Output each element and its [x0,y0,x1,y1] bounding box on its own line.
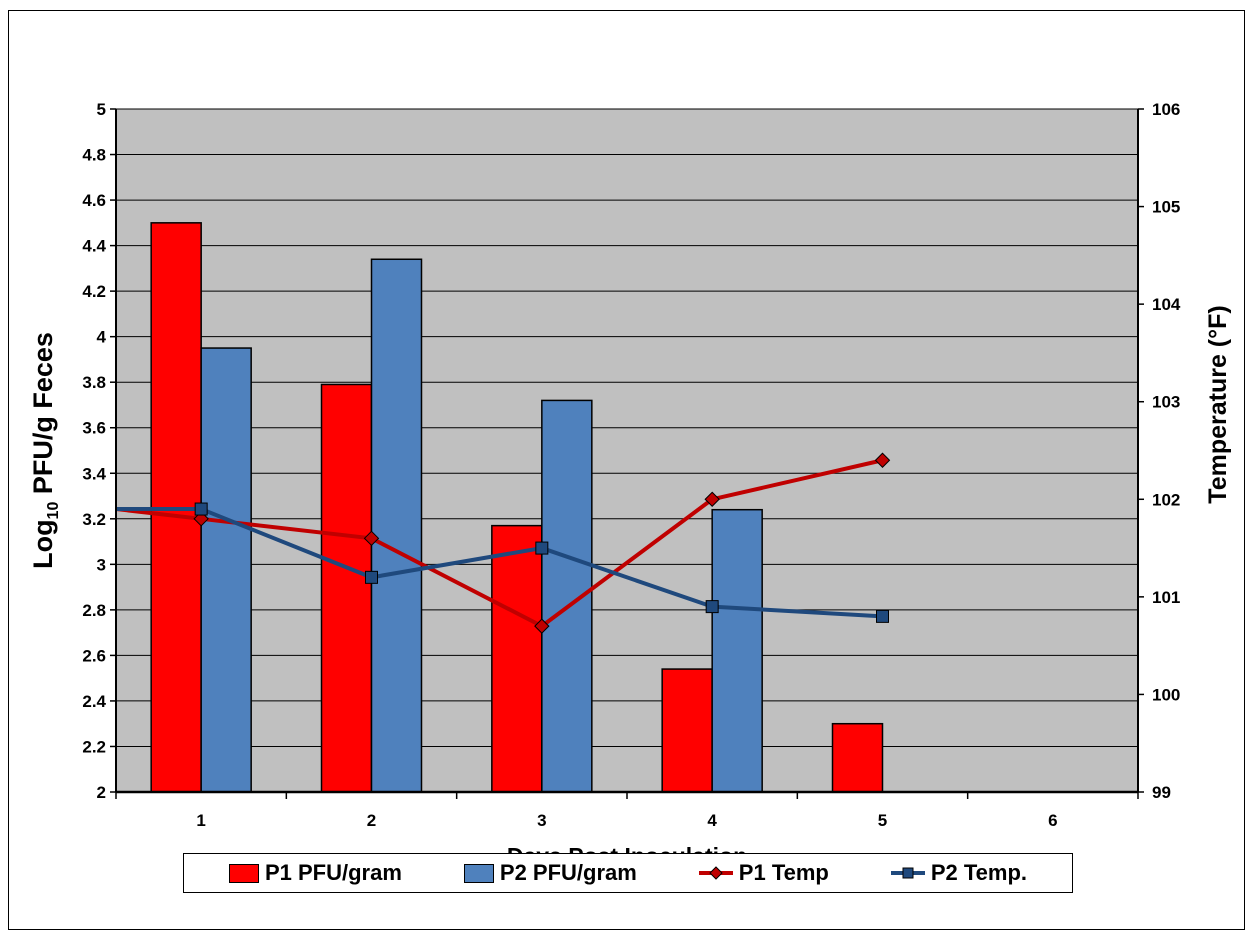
legend-swatch-p2-pfu [463,863,494,883]
y-tick-label: 2.4 [82,692,106,711]
y-tick-label: 4.8 [82,146,106,165]
marker-p1-temp-day-4 [704,491,720,507]
y-tick-label: 4.4 [82,237,106,256]
x-tick-label: 6 [1048,811,1057,830]
y2-tick-label: 101 [1152,588,1180,607]
marker-p2-temp-day-5 [876,609,889,623]
x-tick-label: 5 [878,811,887,830]
legend-label-p1-pfu: P1 PFU/gram [264,860,402,885]
y2-tick-label: 102 [1152,490,1180,509]
y-tick-label: 4 [97,328,107,347]
legend-item-p1-temp: P1 Temp [698,860,829,886]
marker-p2-temp-day-3 [535,541,549,555]
y-tick-label: 5 [97,100,106,119]
marker-p1-temp-day-2 [363,530,380,547]
bar-p1-pfu-gram-day-3 [491,524,543,793]
legend-label-p2-pfu: P2 PFU/gram [499,860,637,885]
bar-p1-pfu-gram-day-5 [831,722,884,793]
x-tick-label: 2 [367,811,376,830]
y-axis-ticks: 2 2.2 2.4 2.6 2.8 3 3.2 3.4 3.6 3.8 4 4.2 4.4 4.6 4.8 5 [82,100,116,802]
legend-swatch-p1-pfu [228,863,259,883]
y2-axis-ticks: 99 100 101 102 103 104 105 106 [1138,100,1181,802]
y-tick-label: 2 [97,783,106,802]
legend-key-p1-temp [698,866,733,880]
x-tick-label: 3 [537,811,546,830]
y-tick-label: 2.8 [82,601,106,620]
y-tick-label: 3.6 [82,419,106,438]
y-tick-label: 3.4 [82,464,106,483]
y-tick-label: 4.6 [82,191,106,210]
legend-label-p2-temp: P2 Temp. [930,860,1028,885]
y-axis-title: Log10 PFU/g Feces [28,332,62,569]
y-tick-label: 2.2 [82,737,106,756]
legend-item-p2-temp: P2 Temp. [890,860,1028,886]
marker-p2-temp-day-2 [365,570,378,584]
marker-p1-temp-day-5 [874,452,891,468]
bar-p2-pfu-gram-day-4 [711,508,763,793]
y-axis-title-subscript: 10 [45,502,62,520]
y2-tick-label: 100 [1152,685,1180,704]
y-tick-label: 4.2 [82,282,106,301]
y2-axis-title: Temperature (°F) [1204,305,1232,503]
marker-p2-temp-day-4 [705,600,719,614]
marker-p1-temp-day-3 [534,618,550,634]
y2-tick-label: 103 [1152,393,1180,412]
legend-item-p1-pfu: P1 PFU/gram [228,860,402,886]
line-p2-temp [116,507,883,619]
x-tick-label: 1 [196,811,205,830]
marker-p2-temp-day-1 [194,502,208,516]
y-axis-title-prefix: Log [28,519,58,568]
bar-p2-pfu-gram-day-1 [200,347,252,793]
plot-area [116,109,1138,792]
y2-tick-label: 99 [1152,783,1171,802]
bar-p2-pfu-gram-day-2 [370,258,423,793]
y-tick-label: 3.8 [82,373,106,392]
y2-tick-label: 104 [1152,295,1181,314]
y-axis-title-suffix: PFU/g Feces [28,332,58,502]
gridlines [116,108,1138,747]
bar-p1-pfu-gram-day-2 [320,383,373,793]
y2-tick-label: 105 [1152,198,1180,217]
x-axis-ticks: 1 2 3 4 5 6 [115,792,1139,830]
legend-label-p1-temp: P1 Temp [738,860,829,885]
y-tick-label: 3 [97,555,106,574]
y-tick-label: 3.2 [82,510,106,529]
x-tick-label: 4 [707,811,717,830]
y2-tick-label: 106 [1152,100,1180,119]
line-series [115,452,891,634]
bar-p1-pfu-gram-day-4 [661,668,713,793]
legend-key-p2-temp [890,867,925,879]
legend: P1 PFU/gram P2 PFU/gram P1 Temp P2 Temp. [183,853,1073,893]
legend-item-p2-pfu: P2 PFU/gram [463,860,637,886]
y-tick-label: 2.6 [82,646,106,665]
line-p1-temp [115,458,883,629]
